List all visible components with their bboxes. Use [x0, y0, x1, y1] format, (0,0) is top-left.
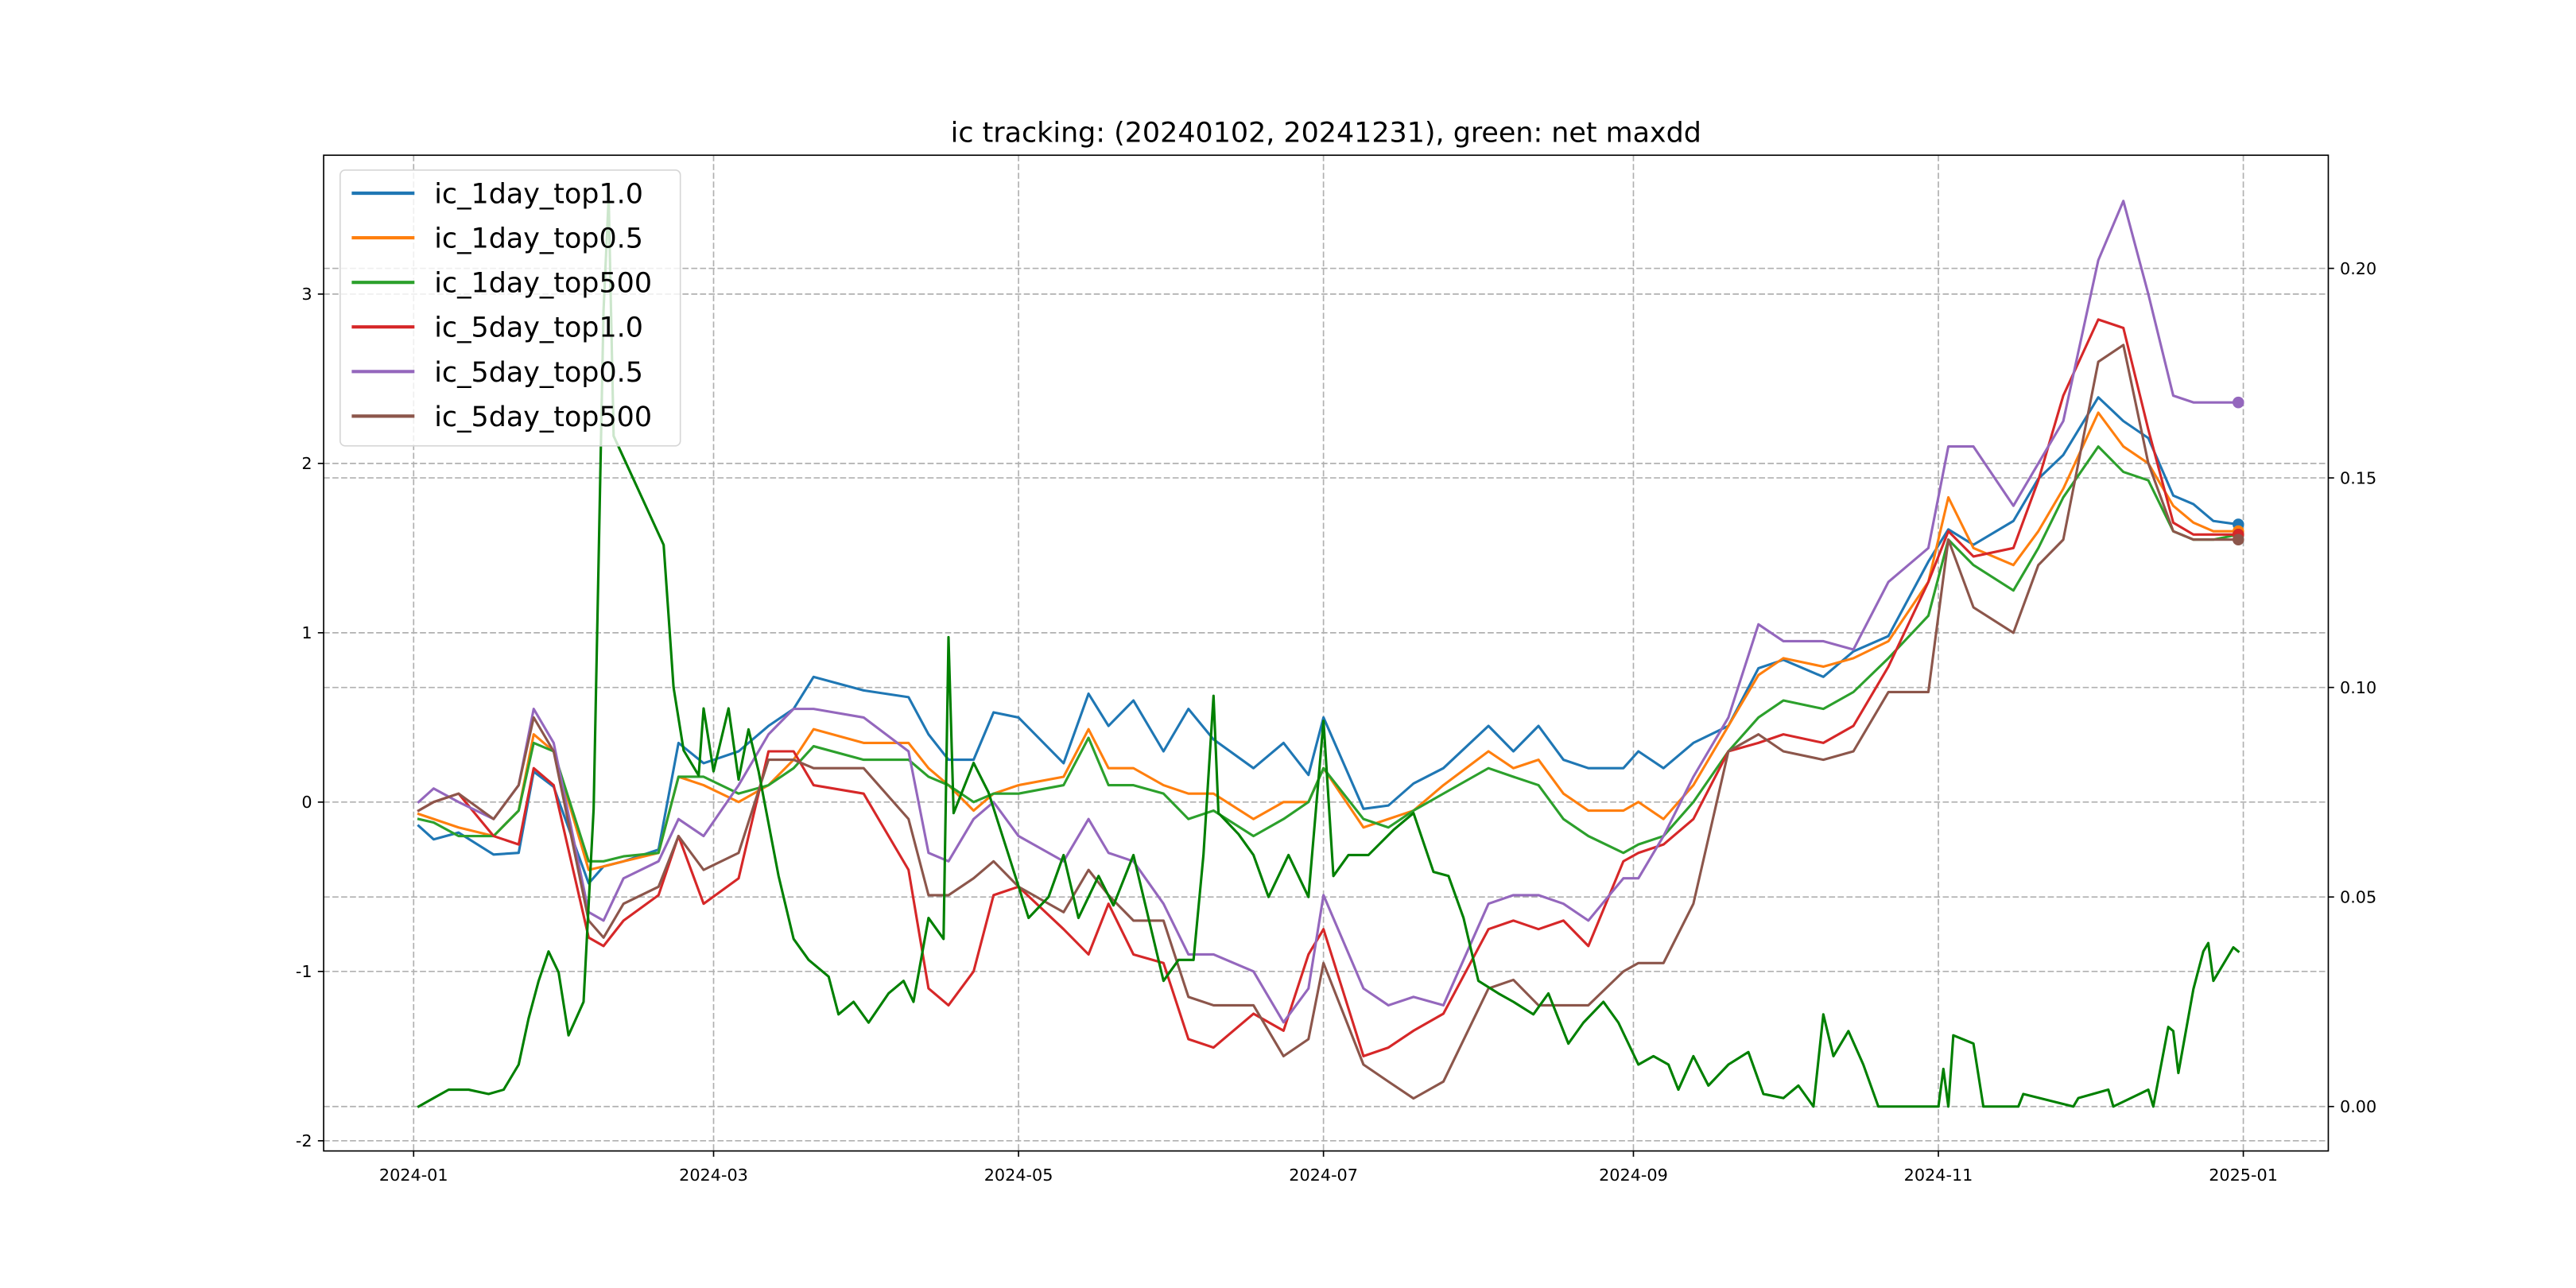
x-tick-label: 2024-11 [1904, 1166, 1973, 1185]
end-marker-ic-5day-top0-5 [2233, 396, 2244, 409]
legend-label-ic-1day-top500: ic_1day_top500 [434, 268, 652, 300]
x-tick-label: 2024-05 [984, 1166, 1053, 1185]
x-tick-label: 2024-03 [679, 1166, 748, 1185]
x-tick-label: 2024-09 [1599, 1166, 1668, 1185]
y-left-tick-label: 0 [301, 793, 312, 812]
y-left-tick-label: 2 [301, 454, 312, 473]
axes-frame [323, 154, 2330, 1152]
y-right-tick-label: 0.00 [2340, 1097, 2376, 1116]
x-tick-label: 2024-07 [1289, 1166, 1358, 1185]
end-marker-ic-5day-top500 [2233, 533, 2244, 545]
legend-label-ic-1day-top0-5: ic_1day_top0.5 [434, 223, 643, 255]
x-tick-label: 2025-01 [2209, 1166, 2278, 1185]
y-right-tick-label: 0.05 [2340, 887, 2376, 906]
y-right-tick-label: 0.20 [2340, 259, 2376, 278]
x-tick-label: 2024-01 [379, 1166, 448, 1185]
series-line-ic-5day-top0-5 [417, 200, 2240, 1024]
legend-label-ic-5day-top500: ic_5day_top500 [434, 402, 652, 433]
ticks: 2024-01 2024-03 2024-05 2024-07 2024-09 2024-… [296, 259, 2376, 1185]
legend: ic_1day_top1.0 ic_1day_top0.5 ic_1day_top5… [339, 169, 681, 447]
legend-label-ic-5day-top0-5: ic_5day_top0.5 [434, 357, 643, 389]
y-right-tick-label: 0.10 [2340, 678, 2376, 697]
chart-title: ic tracking: (20240102, 20241231), green… [951, 118, 1701, 149]
y-right-tick-label: 0.15 [2340, 468, 2376, 487]
series-layer [417, 196, 2244, 1108]
series-line-net-maxdd [417, 196, 2240, 1108]
y-left-tick-label: 3 [301, 285, 312, 304]
legend-label-ic-5day-top1-0: ic_5day_top1.0 [434, 312, 643, 344]
y-left-tick-label: 1 [301, 623, 312, 642]
y-left-tick-label: -1 [296, 962, 312, 981]
series-line-ic-1day-top1-0 [417, 396, 2240, 885]
series-line-ic-5day-top500 [417, 343, 2240, 1100]
y-left-tick-label: -2 [296, 1131, 312, 1150]
legend-label-ic-1day-top1-0: ic_1day_top1.0 [434, 178, 643, 210]
legend-frame [339, 169, 681, 447]
